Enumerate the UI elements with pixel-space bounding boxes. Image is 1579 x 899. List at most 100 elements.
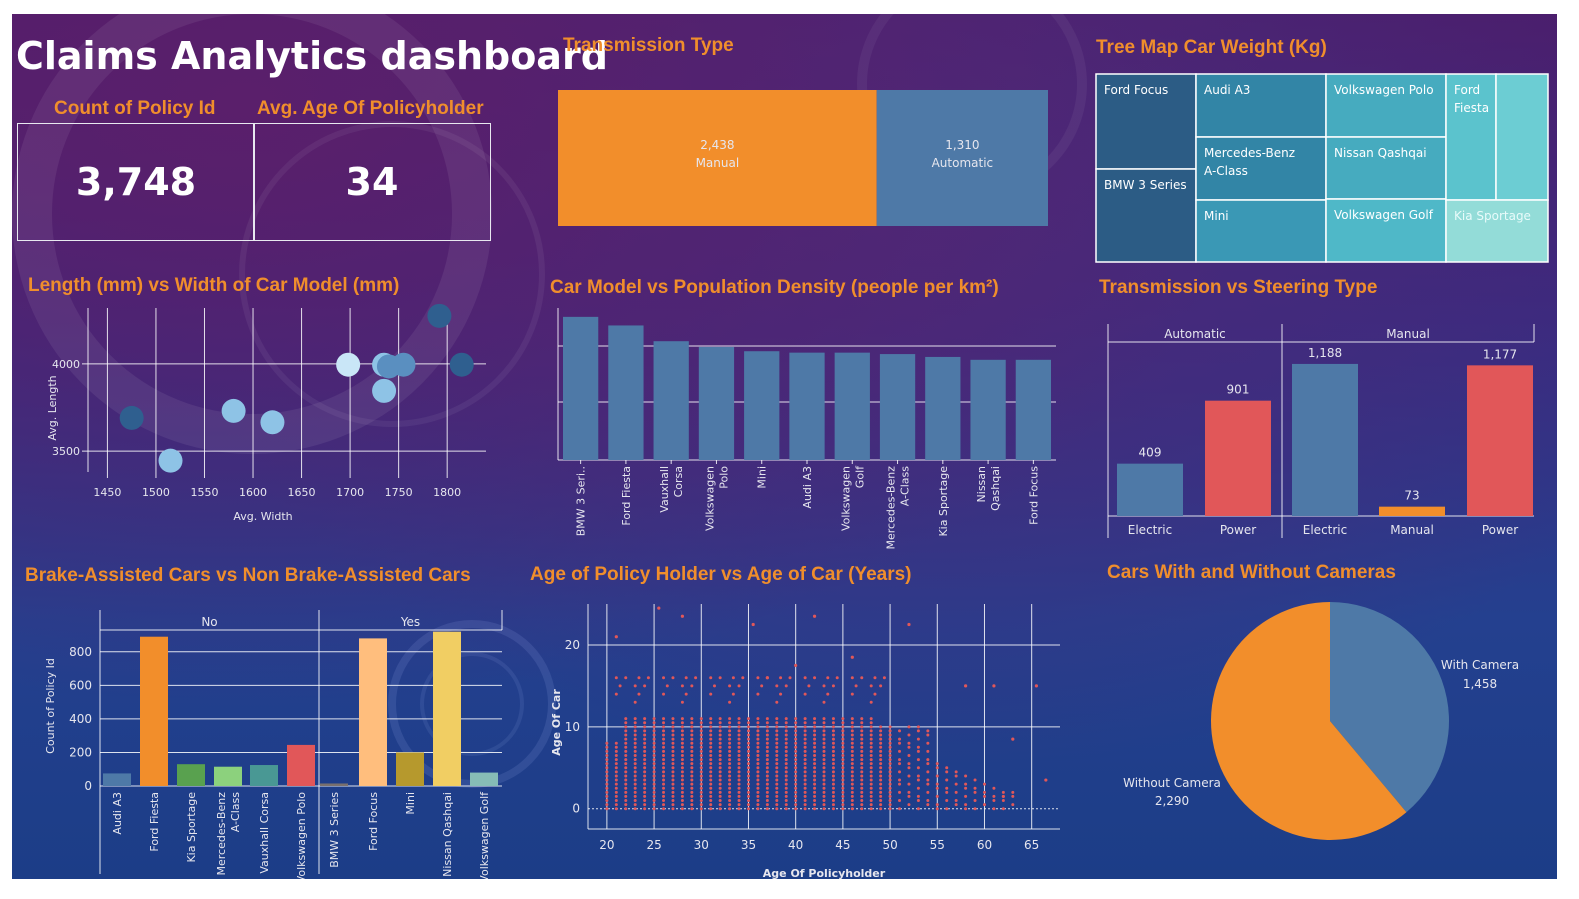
- scatter-point: [888, 803, 892, 807]
- scatter-point: [746, 762, 750, 766]
- scatter-point: [926, 733, 930, 737]
- scatter-point: [657, 606, 661, 610]
- scatter-point: [605, 794, 609, 798]
- scatter-point: [926, 741, 930, 745]
- scatter-point: [1001, 790, 1005, 794]
- scatter-point: [775, 794, 779, 798]
- scatter-point: [935, 794, 939, 798]
- pie-label: With Camera: [1441, 658, 1519, 672]
- scatter-point: [643, 762, 647, 766]
- scatter-point: [624, 794, 628, 798]
- scatter-point: [794, 766, 798, 770]
- brake-bar: [396, 752, 424, 786]
- scatter-point: [888, 770, 892, 774]
- scatter-point: [718, 758, 722, 762]
- scatter-point: [784, 799, 788, 803]
- scatter-point: [822, 721, 826, 725]
- scatter-point: [784, 758, 788, 762]
- x-tick-text: Ford Fiesta: [148, 792, 161, 852]
- x-tick-label: BMW 3 Series: [328, 792, 341, 868]
- scatter-point: [746, 774, 750, 778]
- scatter-point: [879, 745, 883, 749]
- scatter-point: [860, 717, 864, 721]
- pie-label: Without Camera: [1123, 776, 1221, 790]
- scatter-point: [671, 794, 675, 798]
- scatter-point: [680, 741, 684, 745]
- scatter-point: [822, 794, 826, 798]
- scatter-point: [869, 741, 873, 745]
- brake-title: Brake-Assisted Cars vs Non Brake-Assiste…: [25, 565, 471, 586]
- scatter-point: [119, 405, 144, 430]
- scatter-point: [841, 749, 845, 753]
- brake-bar: [359, 638, 387, 786]
- scatter-point: [794, 790, 798, 794]
- scatter-point: [945, 799, 949, 803]
- brake-bar: [433, 631, 461, 786]
- scatter-point: [728, 762, 732, 766]
- scatter-point: [813, 770, 817, 774]
- scatter-point: [709, 729, 713, 733]
- x-tick-text: Mercedes-Benz: [885, 466, 898, 550]
- x-tick-label: Ford Focus: [367, 792, 380, 851]
- scatter-point: [709, 762, 713, 766]
- scatter-point: [662, 676, 666, 680]
- scatter-point: [964, 782, 968, 786]
- cameras-title: Cars With and Without Cameras: [1107, 562, 1396, 583]
- scatter-point: [709, 774, 713, 778]
- scatter-point: [765, 774, 769, 778]
- x-tick-text: Ford Fiesta: [620, 466, 633, 526]
- scatter-point: [746, 794, 750, 798]
- scatter-point: [784, 749, 788, 753]
- scatter-point: [690, 729, 694, 733]
- scatter-point: [756, 782, 760, 786]
- x-tick-text: Audi A3: [111, 792, 124, 835]
- x-tick-label: Nissan Qashqai: [441, 792, 454, 877]
- scatter-point: [850, 676, 854, 680]
- scatter-point: [860, 733, 864, 737]
- scatter-point: [633, 733, 637, 737]
- scatter-point: [822, 766, 826, 770]
- scatter-point: [652, 790, 656, 794]
- scatter-point: [1011, 737, 1015, 741]
- scatter-point: [643, 745, 647, 749]
- scatter-point: [803, 762, 807, 766]
- scatter-point: [860, 799, 864, 803]
- scatter-point: [680, 790, 684, 794]
- scatter-point: [699, 753, 703, 757]
- scatter-point: [756, 676, 760, 680]
- scatter-point: [784, 766, 788, 770]
- steering-bar: [1117, 463, 1183, 516]
- scatter-point: [765, 799, 769, 803]
- scatter-point: [728, 786, 732, 790]
- population-bar: [834, 352, 870, 460]
- scatter-point: [680, 749, 684, 753]
- scatter-point: [973, 778, 977, 782]
- scatter-point: [879, 749, 883, 753]
- scatter-point: [765, 753, 769, 757]
- scatter-point: [850, 655, 854, 659]
- scatter-point: [841, 725, 845, 729]
- scatter-point: [671, 807, 675, 811]
- scatter-point: [954, 774, 958, 778]
- scatter-point: [643, 786, 647, 790]
- scatter-point: [699, 749, 703, 753]
- scatter-point: [614, 790, 618, 794]
- scatter-point: [633, 745, 637, 749]
- scatter-point: [690, 721, 694, 725]
- scatter-point: [737, 799, 741, 803]
- x-tick-label: Vauxhall Corsa: [258, 792, 271, 874]
- pie-slice-with-camera: [1330, 602, 1449, 813]
- x-tick-label: Kia Sportage: [185, 792, 198, 863]
- scatter-point: [898, 778, 902, 782]
- scatter-point: [662, 782, 666, 786]
- treemap-label: A-Class: [1204, 164, 1248, 178]
- scatter-point: [728, 753, 732, 757]
- scatter-point: [633, 790, 637, 794]
- scatter-point: [879, 684, 883, 688]
- scatter-point: [765, 749, 769, 753]
- scatter-point: [841, 778, 845, 782]
- scatter-point: [1034, 684, 1038, 688]
- scatter-point: [850, 774, 854, 778]
- scatter-point: [624, 807, 628, 811]
- scatter-point: [680, 782, 684, 786]
